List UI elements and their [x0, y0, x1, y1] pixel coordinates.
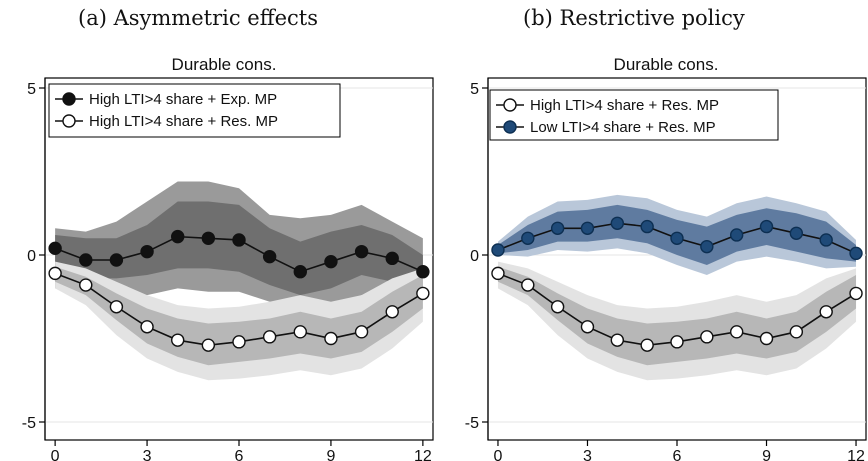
series-point-1-0-9 — [759, 331, 774, 346]
series-point-1-1-10 — [789, 226, 804, 240]
legend-label-0-1: High LTI>4 share + Res. MP — [89, 113, 278, 130]
legend-marker-0-1 — [62, 114, 76, 128]
legend-label-1-1: Low LTI>4 share + Res. MP — [530, 119, 716, 136]
band-inner-0-0 — [55, 201, 423, 296]
series-point-0-1-1 — [79, 278, 93, 292]
series-point-0-0-0 — [48, 241, 62, 256]
y-tick-label-1-0: 0 — [470, 248, 479, 265]
series-point-0-0-2 — [109, 253, 124, 267]
series-point-0-0-5 — [201, 231, 216, 246]
y-tick-label-1-5: 5 — [470, 81, 479, 98]
series-point-1-0-8 — [729, 325, 744, 339]
legend-label-0-0: High LTI>4 share + Exp. MP — [89, 91, 277, 108]
legend-label-1-0: High LTI>4 share + Res. MP — [530, 97, 719, 114]
x-tick-label-1-0: 0 — [494, 448, 503, 461]
series-point-0-1-11 — [385, 305, 399, 319]
series-point-1-0-1 — [521, 278, 535, 292]
series-point-0-0-9 — [324, 254, 338, 269]
x-tick-label-1-12: 12 — [847, 448, 865, 461]
series-point-0-0-1 — [79, 253, 93, 267]
series-point-1-1-7 — [700, 239, 714, 254]
chart-title-1: Durable cons. — [614, 55, 719, 74]
x-tick-label-0-6: 6 — [235, 448, 244, 461]
x-tick-label-1-3: 3 — [583, 448, 592, 461]
x-tick-label-0-3: 3 — [143, 448, 152, 461]
series-point-1-1-3 — [580, 221, 595, 235]
x-tick-label-1-9: 9 — [762, 448, 771, 461]
series-point-1-1-0 — [491, 243, 505, 257]
caption-panel-b: (b) Restrictive policy — [523, 6, 745, 30]
series-point-1-0-12 — [849, 286, 863, 301]
series-point-0-1-8 — [293, 325, 307, 339]
series-point-1-0-6 — [670, 335, 684, 349]
series-point-0-0-10 — [354, 244, 369, 259]
series-point-0-0-4 — [171, 229, 185, 244]
series-point-0-1-7 — [262, 330, 277, 344]
y-tick-label-0-5: 5 — [27, 81, 36, 98]
series-point-1-0-7 — [700, 330, 714, 344]
series-point-1-0-10 — [789, 325, 804, 339]
x-tick-label-0-9: 9 — [326, 448, 335, 461]
legend-box-0 — [48, 83, 341, 138]
y-tick-label-0-0: 0 — [27, 248, 36, 265]
series-point-1-1-8 — [729, 228, 744, 242]
series-point-1-1-6 — [670, 231, 684, 246]
y-tick-label-1--5: -5 — [465, 415, 479, 432]
series-point-0-1-2 — [109, 300, 124, 314]
series-point-0-0-3 — [140, 244, 154, 259]
series-point-1-0-3 — [580, 320, 595, 334]
series-point-0-1-9 — [324, 331, 338, 346]
series-point-1-1-1 — [521, 231, 535, 246]
series-point-0-1-4 — [171, 333, 185, 347]
series-point-0-0-8 — [293, 265, 307, 279]
x-tick-label-0-0: 0 — [51, 448, 60, 461]
series-point-1-0-11 — [819, 305, 833, 319]
x-tick-label-1-6: 6 — [673, 448, 682, 461]
series-point-0-1-0 — [48, 266, 62, 281]
series-point-1-1-9 — [759, 219, 774, 234]
series-point-1-1-2 — [550, 221, 565, 235]
legend-box-1 — [489, 89, 779, 141]
series-point-0-0-7 — [262, 249, 277, 264]
series-point-1-1-5 — [640, 219, 654, 234]
legend-marker-1-0 — [503, 98, 517, 112]
y-tick-label-0--5: -5 — [22, 415, 36, 432]
series-point-1-0-0 — [491, 266, 505, 281]
series-point-1-0-2 — [550, 300, 565, 314]
series-point-0-1-3 — [140, 320, 154, 334]
legend-marker-0-0 — [62, 92, 76, 106]
series-point-0-0-11 — [385, 251, 399, 266]
series-point-1-0-5 — [640, 338, 654, 352]
series-point-1-1-11 — [819, 233, 833, 247]
caption-panel-a: (a) Asymmetric effects — [78, 6, 319, 30]
series-point-1-0-4 — [610, 333, 625, 347]
series-point-0-1-12 — [416, 286, 430, 301]
series-point-0-0-6 — [232, 233, 246, 247]
legend-marker-1-1 — [503, 120, 517, 134]
series-point-0-1-10 — [354, 325, 369, 339]
series-point-0-0-12 — [416, 265, 430, 279]
series-point-1-1-12 — [849, 246, 863, 261]
x-tick-label-0-12: 12 — [414, 448, 432, 461]
series-point-0-1-6 — [232, 335, 246, 349]
chart-title-0: Durable cons. — [172, 55, 277, 74]
series-point-1-1-4 — [610, 216, 625, 230]
series-point-0-1-5 — [201, 338, 216, 352]
